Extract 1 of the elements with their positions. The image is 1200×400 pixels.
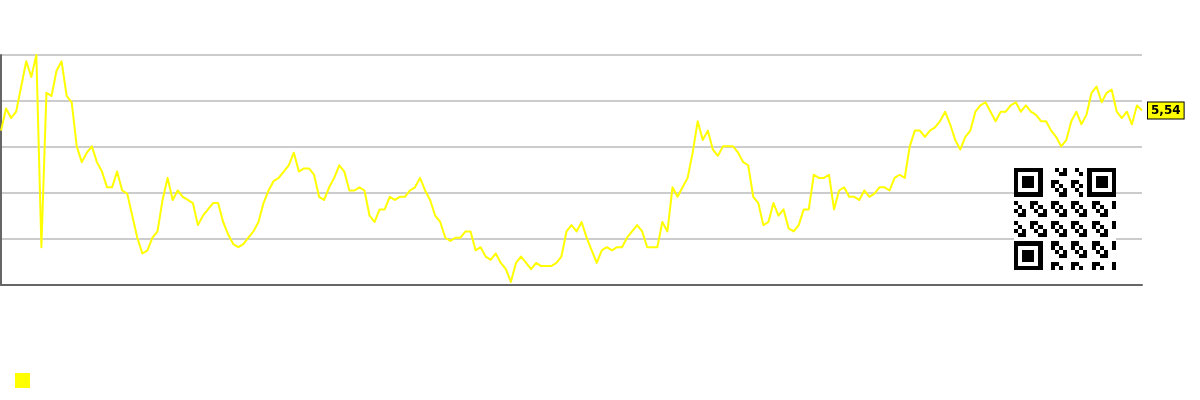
data-label: 5,54 — [1151, 103, 1181, 118]
